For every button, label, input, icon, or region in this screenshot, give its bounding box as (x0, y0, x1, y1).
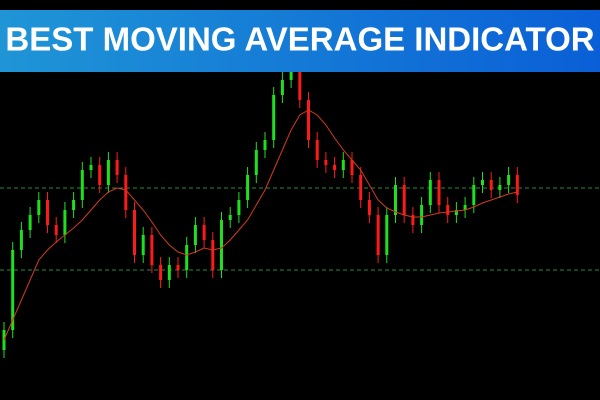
candle-body (89, 165, 93, 170)
candle-body (124, 175, 128, 210)
candle-body (19, 230, 23, 250)
candle-body (254, 150, 258, 175)
candle-body (220, 220, 223, 270)
candle-body (237, 200, 241, 215)
candle-body (307, 100, 310, 140)
candle-body (341, 160, 345, 170)
candle-body (315, 140, 319, 160)
candle-body (420, 205, 424, 225)
candle-body (463, 205, 467, 210)
candle-body (11, 250, 15, 330)
candle-body (359, 175, 363, 200)
candle-body (228, 215, 232, 220)
candle-body (428, 180, 432, 205)
candle-body (211, 240, 215, 270)
candle-body (185, 245, 189, 270)
candle-body (454, 210, 458, 215)
candle-body (446, 205, 450, 215)
candle-body (298, 65, 302, 100)
candle-body (28, 215, 32, 230)
candle-body (376, 215, 380, 255)
candle-body (176, 265, 180, 270)
candle-body (133, 210, 136, 255)
candle-body (472, 185, 476, 205)
plot (0, 57, 600, 358)
candle-body (115, 160, 119, 175)
candle-body (263, 140, 267, 150)
candle-body (489, 180, 493, 190)
candle-body (272, 95, 276, 140)
candle-body (367, 200, 371, 215)
candle-body (246, 175, 250, 200)
candle-body (141, 235, 145, 255)
chart-title: BEST MOVING AVERAGE INDICATOR (5, 21, 594, 58)
candle-body (202, 225, 206, 240)
candle-body (437, 180, 441, 205)
candle-body (507, 175, 511, 185)
candle-body (481, 180, 484, 185)
candle-body (402, 185, 406, 215)
candle-body (411, 215, 415, 225)
candle-body (350, 160, 354, 175)
candle-body (498, 185, 502, 190)
candle-body (385, 215, 389, 255)
candle-body (193, 225, 197, 245)
candle-body (72, 200, 76, 210)
candle-body (54, 225, 58, 235)
candle-body (324, 160, 328, 165)
candle-body (394, 185, 397, 215)
candle-body (167, 265, 171, 280)
candle-body (37, 200, 41, 215)
candle-body (80, 170, 84, 200)
candle-body (106, 160, 110, 185)
candle-body (289, 65, 293, 80)
candle-body (159, 265, 163, 280)
candle-body (63, 210, 67, 235)
candle-body (98, 165, 102, 185)
candle-body (46, 200, 49, 225)
candle-body (333, 165, 337, 170)
banner (0, 10, 600, 72)
candle-body (150, 235, 154, 265)
candle-body (515, 175, 519, 195)
moving-average (3, 109, 518, 341)
candle-body (280, 80, 284, 95)
